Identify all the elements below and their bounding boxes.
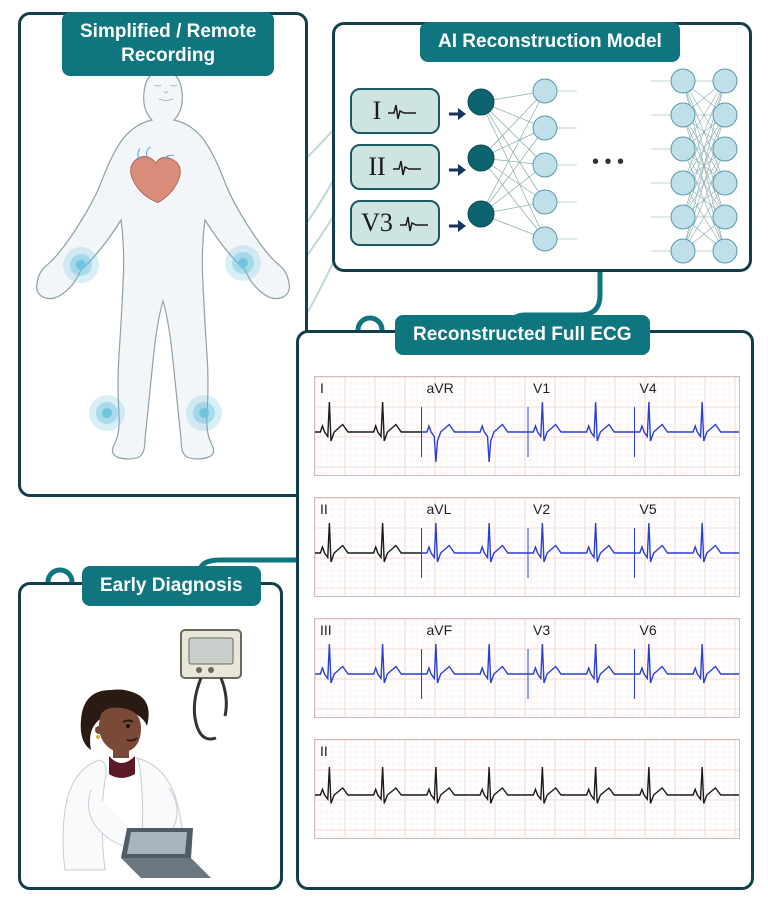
panel-recording xyxy=(18,12,308,497)
lead-label: V3 xyxy=(361,208,393,238)
ecg-lead-label: aVL xyxy=(427,501,452,517)
ecg-lead-label: I xyxy=(320,380,324,396)
panel-diagnosis xyxy=(18,582,283,890)
ecg-lead-label: V4 xyxy=(640,380,657,396)
ecg-lead-label: V3 xyxy=(533,622,550,638)
human-figure xyxy=(21,55,311,495)
title-recording: Simplified / Remote Recording xyxy=(62,12,274,76)
ecg-lead-label: V1 xyxy=(533,380,550,396)
ecg-row-1 xyxy=(314,497,740,597)
lead-label: I xyxy=(373,96,382,126)
ecg-lead-label: V6 xyxy=(640,622,657,638)
ecg-row-2 xyxy=(314,618,740,718)
svg-text:• • •: • • • xyxy=(592,151,624,173)
title-ecg: Reconstructed Full ECG xyxy=(395,315,650,355)
ecg-lead-label: V5 xyxy=(640,501,657,517)
ecg-lead-label: V2 xyxy=(533,501,550,517)
lead-box-V3: V3 xyxy=(350,200,440,246)
lead-box-I: I xyxy=(350,88,440,134)
lead-label: II xyxy=(368,152,385,182)
ecg-lead-label: II xyxy=(320,501,328,517)
ecg-lead-label: II xyxy=(320,743,328,759)
title-ai: AI Reconstruction Model xyxy=(420,22,680,62)
title-diagnosis: Early Diagnosis xyxy=(82,566,261,606)
ecg-lead-label: III xyxy=(320,622,332,638)
lead-box-II: II xyxy=(350,144,440,190)
ecg-lead-label: aVR xyxy=(427,380,454,396)
ecg-row-0 xyxy=(314,376,740,476)
ecg-row-3 xyxy=(314,739,740,839)
doctor-illustration xyxy=(21,610,286,890)
ecg-lead-label: aVF xyxy=(427,622,453,638)
